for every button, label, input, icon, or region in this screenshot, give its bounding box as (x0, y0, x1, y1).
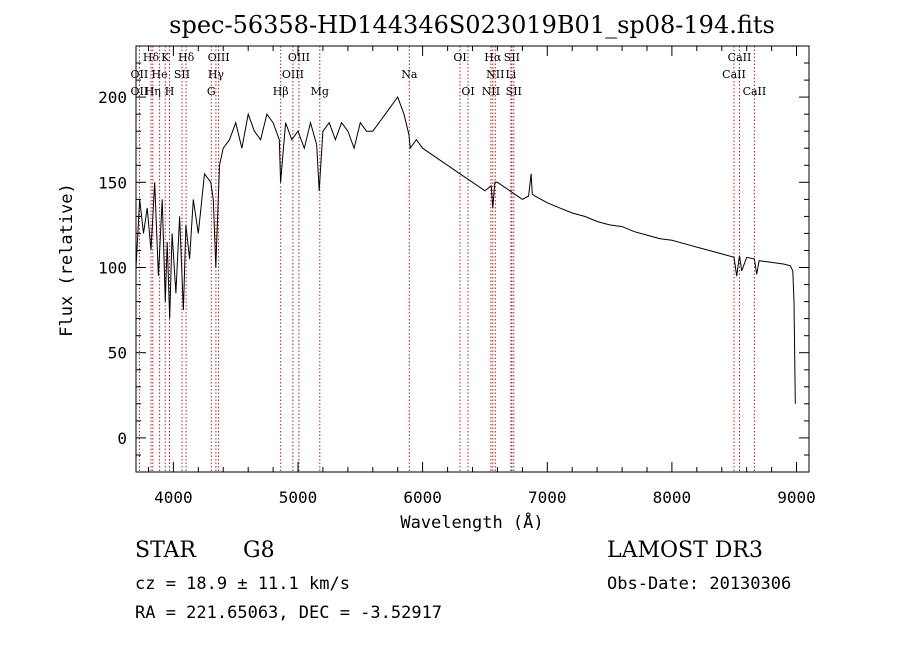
coordinates: RA = 221.65063, DEC = -3.52917 (135, 603, 443, 623)
line-label: Hη (145, 85, 161, 98)
line-label: OI (461, 85, 474, 98)
y-tick-label: 50 (108, 344, 127, 363)
line-label: H (165, 85, 175, 98)
obs-date: Obs-Date: 20130306 (607, 574, 792, 594)
x-tick-label: 5000 (279, 488, 318, 507)
x-tick-label: 6000 (403, 488, 442, 507)
x-axis-label: Wavelength (Å) (400, 511, 543, 533)
y-tick-label: 200 (98, 88, 127, 107)
line-label: OII (131, 85, 149, 98)
line-label: Hδ (143, 51, 160, 64)
line-label: OII (131, 68, 149, 81)
survey-name: LAMOST DR3 (607, 538, 763, 563)
y-axis: 0 50 100 150 200 (98, 62, 809, 456)
spectrum-line (135, 96, 796, 404)
line-label: Hγ (208, 68, 225, 81)
marker-lines (138, 46, 755, 472)
line-label: He (152, 68, 168, 81)
x-tick-label: 8000 (653, 488, 692, 507)
y-tick-label: 100 (98, 259, 127, 278)
line-label: SII (174, 68, 190, 81)
line-label: Hβ (273, 85, 289, 98)
plot-frame (135, 45, 810, 473)
line-label: NII (482, 85, 500, 98)
line-label: OIII (208, 51, 230, 64)
line-label: OIII (282, 68, 304, 81)
y-tick-label: 150 (98, 173, 127, 192)
line-label: Hα (484, 51, 502, 64)
y-axis-label: Flux (relative) (57, 183, 77, 337)
line-label: SII (504, 51, 520, 64)
x-tick-label: 9000 (777, 488, 816, 507)
object-class: STAR (135, 538, 196, 563)
line-label: Li (505, 68, 516, 81)
line-label: Na (401, 68, 418, 81)
line-label: K (161, 51, 170, 64)
line-label: CaII (728, 51, 752, 64)
y-tick-label: 0 (117, 429, 127, 448)
chart-title: spec-56358-HD144346S023019B01_sp08-194.f… (169, 11, 775, 39)
line-label: G (207, 85, 216, 98)
x-tick-label: 4000 (154, 488, 193, 507)
line-label: Mg (311, 85, 329, 98)
x-axis: 4000 5000 6000 7000 8000 9000 (148, 46, 816, 507)
line-label: Hδ (178, 51, 195, 64)
redshift-readout: cz = 18.9 ± 11.1 km/s (135, 574, 350, 594)
line-label: CaII (722, 68, 746, 81)
line-label: OIII (288, 51, 310, 64)
object-subclass: G8 (243, 538, 275, 563)
line-label: SII (506, 85, 522, 98)
line-label: CaII (743, 85, 767, 98)
x-tick-label: 7000 (528, 488, 567, 507)
line-label: NII (486, 68, 504, 81)
line-label: OI (453, 51, 466, 64)
